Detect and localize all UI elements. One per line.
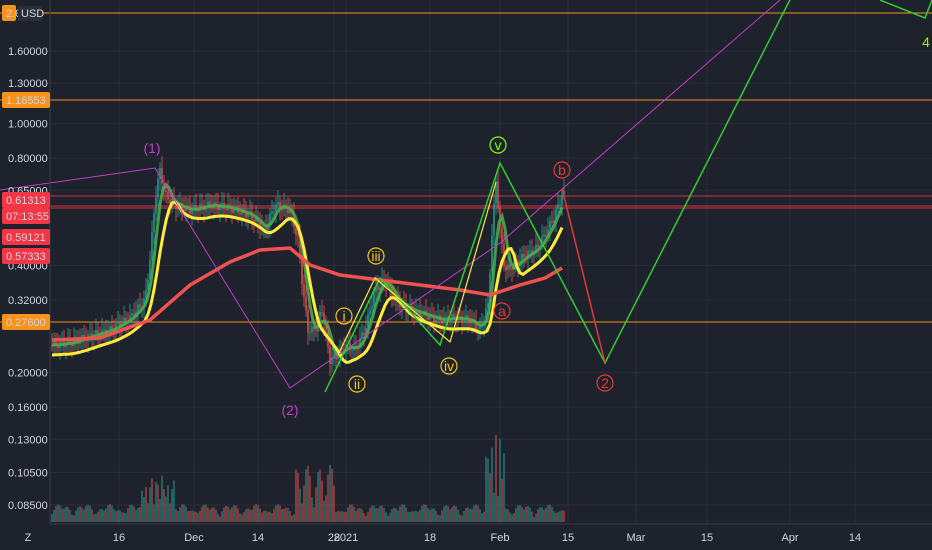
wave-label: v	[495, 137, 502, 153]
countdown-label-bg	[2, 208, 50, 224]
x-tick-label: 2021	[334, 532, 358, 544]
y-tick-label: 0.80000	[8, 153, 48, 165]
wave-label: (2)	[281, 402, 298, 418]
wave-label: 2	[601, 375, 609, 391]
wave-label: ii	[354, 376, 360, 392]
grid-lines	[50, 0, 932, 524]
x-tick-label: 18	[424, 532, 436, 544]
volume-bars	[51, 435, 565, 522]
wave-lines	[0, 0, 932, 393]
y-tick-label: 0.13000	[8, 434, 48, 446]
countdown-label: 07:13:55	[6, 211, 49, 223]
x-tick-label: 28	[328, 532, 340, 544]
ma-price-label-bg	[2, 248, 50, 264]
y-tick-label: 1.60000	[8, 46, 48, 58]
level-label-bg	[2, 314, 50, 330]
y-tick-label: 0.10500	[8, 467, 48, 479]
x-tick-label: 14	[252, 532, 264, 544]
ma-price-label: 0.57333	[6, 251, 46, 263]
x-tick-label: Dec	[184, 532, 204, 544]
y-tick-label: 0.16000	[8, 402, 48, 414]
x-tick-label: Feb	[491, 532, 510, 544]
wave-label: iii	[371, 248, 380, 264]
y-tick-label: 0.20000	[8, 368, 48, 380]
ma-price-label: 0.59121	[6, 232, 46, 244]
level-label-bg	[2, 92, 50, 108]
y-tick-label: 0.32000	[8, 295, 48, 307]
level-label-bg	[2, 5, 16, 21]
x-tick-label: 14	[849, 532, 861, 544]
wave-label: i	[342, 308, 345, 324]
timezone-label[interactable]: Z	[25, 532, 32, 544]
level-label: 1.16553	[6, 95, 46, 107]
y-tick-label: 1.30000	[8, 78, 48, 90]
wave-label: b	[558, 162, 566, 178]
x-tick-label: Apr	[781, 532, 798, 544]
x-tick-label: Mar	[627, 532, 646, 544]
currency-label: USD	[21, 8, 44, 20]
x-tick-label: 15	[701, 532, 713, 544]
y-tick-label: 0.08500	[8, 500, 48, 512]
y-tick-label: 1.00000	[8, 119, 48, 131]
level-label: 0.27600	[6, 317, 46, 329]
wave-label: iv	[444, 358, 454, 374]
wave-label: 4	[922, 34, 930, 50]
current-price-label: 0.61313	[6, 195, 46, 207]
current-price-label-bg	[2, 192, 50, 208]
y-axis: 1.600001.300001.000000.800000.650000.400…	[8, 0, 51, 524]
wave-label: a	[498, 303, 506, 319]
x-tick-label: 16	[113, 532, 125, 544]
ma-price-label-bg	[2, 229, 50, 245]
moving-averages	[51, 182, 564, 364]
wave-label: (1)	[143, 140, 160, 156]
currency-badge[interactable]	[18, 6, 42, 21]
level-label: 2.0	[6, 8, 21, 20]
price-labels: 2.0 1.16553 0.27600 0.61313 07:13:55 0.59121 0…	[2, 5, 50, 330]
x-tick-label: 15	[562, 532, 574, 544]
